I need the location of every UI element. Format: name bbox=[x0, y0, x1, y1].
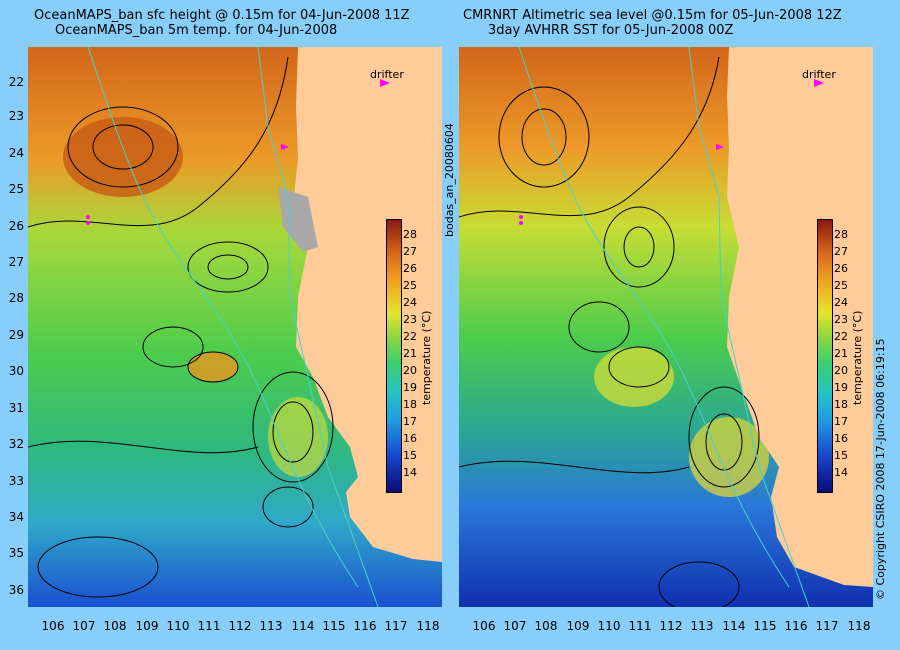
colorbar-tick: 27 bbox=[834, 245, 848, 258]
lon-label: 113 bbox=[259, 619, 283, 633]
colorbar-tick: 24 bbox=[834, 296, 848, 309]
colorbar-tick: 17 bbox=[834, 415, 848, 428]
lon-label: 110 bbox=[597, 619, 621, 633]
right-colorbar-label: temperature (°C) bbox=[851, 310, 864, 405]
left-map bbox=[28, 47, 442, 607]
lat-label: 31 bbox=[8, 401, 24, 415]
lat-label: 36 bbox=[8, 583, 24, 597]
colorbar-tick: 15 bbox=[834, 449, 848, 462]
left-colorbar-label: temperature (°C) bbox=[420, 310, 433, 405]
colorbar-tick: 19 bbox=[834, 381, 848, 394]
lat-label: 32 bbox=[8, 437, 24, 451]
left-title-line2: OceanMAPS_ban 5m temp. for 04-Jun-2008 bbox=[55, 23, 338, 38]
colorbar-tick: 22 bbox=[834, 330, 848, 343]
lat-label: 23 bbox=[8, 109, 24, 123]
copyright-label: © Copyright CSIRO 2008 17-Jun-2008 06:19… bbox=[874, 338, 887, 600]
lat-label: 30 bbox=[8, 364, 24, 378]
left-drifter-label: drifter bbox=[370, 68, 404, 81]
colorbar-tick: 22 bbox=[403, 330, 417, 343]
right-panel-title: CMRNRT Altimetric sea level @0.15m for 0… bbox=[463, 8, 842, 38]
colorbar-tick: 23 bbox=[403, 313, 417, 326]
colorbar-tick: 20 bbox=[834, 364, 848, 377]
colorbar-tick: 24 bbox=[403, 296, 417, 309]
lon-label: 107 bbox=[72, 619, 96, 633]
colorbar-tick: 27 bbox=[403, 245, 417, 258]
colorbar-tick: 28 bbox=[403, 228, 417, 241]
lon-label: 111 bbox=[628, 619, 652, 633]
lat-label: 35 bbox=[8, 546, 24, 560]
lon-label: 110 bbox=[166, 619, 190, 633]
lat-label: 22 bbox=[8, 75, 24, 89]
lon-label: 109 bbox=[566, 619, 590, 633]
right-colorbar bbox=[817, 219, 833, 493]
colorbar-tick: 28 bbox=[834, 228, 848, 241]
colorbar-tick: 15 bbox=[403, 449, 417, 462]
lon-label: 114 bbox=[291, 619, 315, 633]
lon-label: 114 bbox=[722, 619, 746, 633]
run-id-label: bodas_an_20080604 bbox=[443, 123, 456, 237]
colorbar-tick: 14 bbox=[403, 466, 417, 479]
lon-label: 112 bbox=[228, 619, 252, 633]
lon-label: 115 bbox=[322, 619, 346, 633]
lon-label: 106 bbox=[41, 619, 65, 633]
left-panel-title: OceanMAPS_ban sfc height @ 0.15m for 04-… bbox=[34, 8, 410, 38]
colorbar-tick: 21 bbox=[403, 347, 417, 360]
left-colorbar bbox=[386, 219, 402, 493]
lat-label: 25 bbox=[8, 182, 24, 196]
right-drifter-label: drifter bbox=[802, 68, 836, 81]
right-map bbox=[459, 47, 873, 607]
lon-label: 118 bbox=[847, 619, 871, 633]
lon-label: 113 bbox=[690, 619, 714, 633]
colorbar-tick: 16 bbox=[403, 432, 417, 445]
colorbar-tick: 19 bbox=[403, 381, 417, 394]
colorbar-tick: 18 bbox=[834, 398, 848, 411]
lon-label: 106 bbox=[472, 619, 496, 633]
colorbar-tick: 18 bbox=[403, 398, 417, 411]
lat-label: 34 bbox=[8, 510, 24, 524]
colorbar-tick: 16 bbox=[834, 432, 848, 445]
colorbar-tick: 26 bbox=[834, 262, 848, 275]
left-title-line1: OceanMAPS_ban sfc height @ 0.15m for 04-… bbox=[34, 8, 410, 23]
lon-label: 108 bbox=[103, 619, 127, 633]
lat-label: 27 bbox=[8, 255, 24, 269]
lon-label: 117 bbox=[815, 619, 839, 633]
lon-label: 111 bbox=[197, 619, 221, 633]
colorbar-tick: 21 bbox=[834, 347, 848, 360]
colorbar-tick: 20 bbox=[403, 364, 417, 377]
lat-label: 26 bbox=[8, 219, 24, 233]
lon-label: 117 bbox=[384, 619, 408, 633]
lon-label: 112 bbox=[659, 619, 683, 633]
lon-label: 115 bbox=[753, 619, 777, 633]
lat-label: 24 bbox=[8, 146, 24, 160]
lon-label: 109 bbox=[135, 619, 159, 633]
lon-label: 108 bbox=[534, 619, 558, 633]
lon-label: 107 bbox=[503, 619, 527, 633]
right-title-line2: 3day AVHRR SST for 05-Jun-2008 00Z bbox=[488, 23, 734, 38]
lat-label: 28 bbox=[8, 291, 24, 305]
colorbar-tick: 25 bbox=[403, 279, 417, 292]
lat-label: 29 bbox=[8, 328, 24, 342]
colorbar-tick: 14 bbox=[834, 466, 848, 479]
colorbar-tick: 17 bbox=[403, 415, 417, 428]
lon-label: 116 bbox=[353, 619, 377, 633]
colorbar-tick: 25 bbox=[834, 279, 848, 292]
lat-label: 33 bbox=[8, 474, 24, 488]
colorbar-tick: 23 bbox=[834, 313, 848, 326]
lon-label: 118 bbox=[416, 619, 440, 633]
lon-label: 116 bbox=[784, 619, 808, 633]
right-title-line1: CMRNRT Altimetric sea level @0.15m for 0… bbox=[463, 8, 842, 23]
colorbar-tick: 26 bbox=[403, 262, 417, 275]
